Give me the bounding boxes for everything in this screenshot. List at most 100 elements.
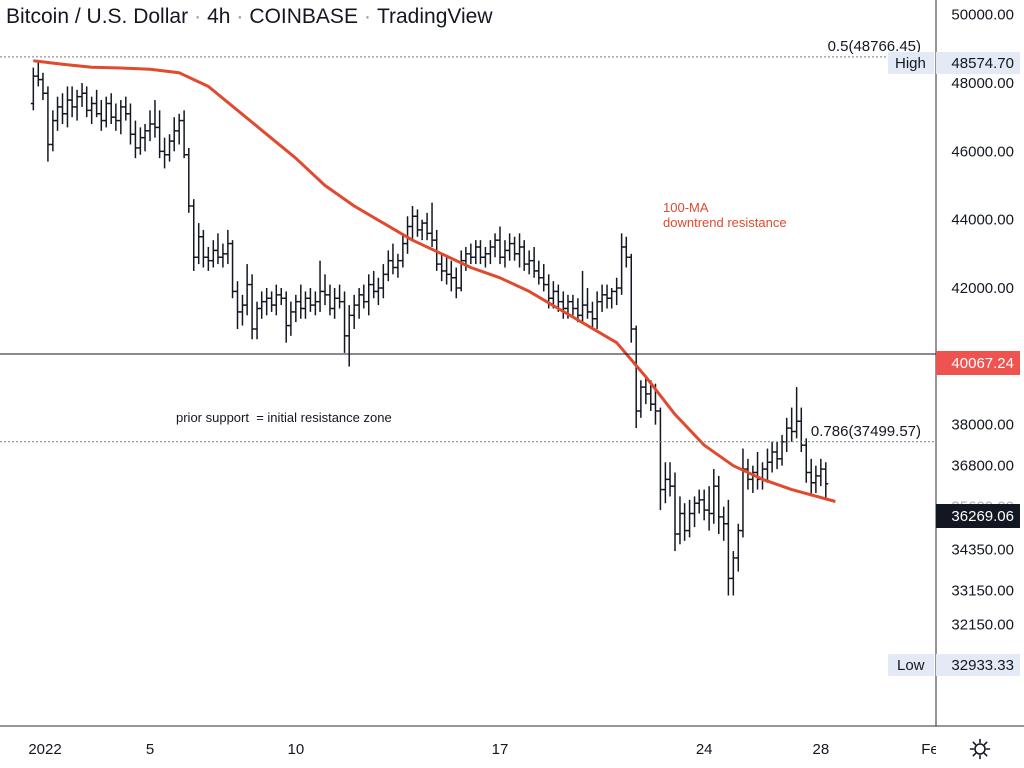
ohlc-bar (342, 291, 348, 353)
ohlc-bar (312, 291, 318, 316)
ohlc-bar (521, 240, 527, 271)
ma-price-tag-bg (936, 351, 1020, 375)
ohlc-bar (64, 86, 70, 128)
ohlc-bar (200, 229, 206, 268)
y-tick-label: 46000.00 (951, 143, 1014, 160)
ohlc-bar (730, 551, 736, 596)
ohlc-bar (774, 441, 780, 470)
low-label-bg (888, 654, 934, 676)
ohlc-bar (798, 407, 804, 452)
ohlc-bar (477, 240, 483, 265)
title-separator: · (363, 5, 371, 28)
ma-100-line (33, 59, 836, 503)
ohlc-bar (113, 103, 119, 131)
ohlc-bar (497, 226, 503, 265)
ma-annotation-line-1: 100-MA (663, 200, 709, 215)
ohlc-bar (662, 462, 668, 504)
ohlc-bar (769, 441, 775, 473)
ohlc-bar (512, 236, 518, 261)
ohlc-bar (220, 243, 226, 268)
ohlc-bar (487, 240, 493, 265)
x-tick-label: 24 (696, 741, 713, 758)
ma-price-tag: 40067.24 (951, 355, 1014, 372)
ohlc-bar (400, 233, 406, 268)
low-value: 32933.33 (951, 657, 1014, 674)
ohlc-bar (152, 100, 158, 138)
x-tick-label: 17 (492, 741, 509, 758)
ohlc-bar (337, 284, 343, 309)
y-tick-label: 33150.00 (951, 582, 1014, 599)
price-axis-labels[interactable]: 35600.0050000.0048000.0046000.0044000.00… (951, 7, 1014, 634)
interval-label[interactable]: 4h (207, 5, 231, 28)
ohlc-bar (142, 124, 148, 152)
ohlc-bar (390, 243, 396, 275)
low-value-bg (936, 654, 1020, 676)
ohlc-bar (395, 253, 401, 278)
ohlc-bar (419, 219, 425, 241)
ma-annotation-line-2: downtrend resistance (663, 215, 787, 230)
ohlc-bar (609, 288, 615, 309)
ohlc-bar (332, 288, 338, 319)
ohlc-bar (317, 260, 323, 312)
title-separator: · (194, 5, 202, 28)
ohlc-bar (414, 209, 420, 237)
ohlc-bar (35, 62, 41, 87)
ohlc-bar (205, 247, 211, 271)
low-label: Low (897, 657, 925, 674)
ohlc-bar (84, 86, 90, 118)
high-value-bg (936, 52, 1020, 74)
ohlc-bar (127, 103, 133, 145)
x-tick-label: Fe (921, 741, 939, 758)
ohlc-bar (327, 284, 333, 316)
y-tick-label: 36800.00 (951, 458, 1014, 475)
ohlc-bar (735, 523, 741, 572)
ohlc-bar (760, 462, 765, 490)
ohlc-bar (589, 301, 595, 329)
ohlc-bar (264, 288, 270, 316)
time-axis-labels[interactable]: 2022 5 10 17 24 28 Fe (28, 741, 938, 758)
symbol-name[interactable]: Bitcoin / U.S. Dollar (6, 5, 189, 28)
ohlc-bar (196, 223, 202, 265)
gear-icon[interactable] (968, 737, 992, 761)
last-price-tag: 36269.06 (951, 508, 1014, 525)
ohlc-bar (50, 110, 56, 152)
ohlc-bar (244, 264, 250, 316)
ohlc-bar (721, 506, 727, 541)
ohlc-bar (167, 134, 173, 162)
ohlc-bar (137, 127, 143, 155)
ohlc-bar (740, 448, 746, 538)
ohlc-bar (235, 281, 240, 329)
ohlc-bar (643, 376, 649, 405)
ohlc-bar (677, 496, 683, 545)
ohlc-bar (682, 503, 688, 541)
ohlc-bar (351, 294, 357, 329)
ohlc-bar (288, 301, 294, 336)
ohlc-bar (764, 448, 770, 483)
ohlc-bar (273, 284, 279, 316)
ohlc-bar (40, 72, 46, 101)
title-separator: · (236, 5, 244, 28)
ohlc-bar (225, 229, 231, 265)
ohlc-bar (575, 298, 581, 323)
ohlc-bar (482, 247, 488, 268)
ohlc-bar (162, 137, 168, 169)
ohlc-bar (570, 294, 576, 316)
ohlc-bar (633, 325, 639, 429)
ohlc-bar (366, 274, 372, 316)
x-tick-label: 5 (146, 741, 154, 758)
high-label-bg (888, 52, 934, 74)
exchange-label: COINBASE (249, 5, 358, 28)
chart-title: Bitcoin / U.S. Dollar · 4h · COINBASE · Tradin… (6, 5, 493, 29)
ohlc-bar (458, 250, 464, 292)
ohlc-bar (453, 267, 459, 299)
ohlc-bar (784, 417, 790, 452)
ohlc-bar (813, 465, 819, 493)
fib-0.786-label: 0.786(37499.57) (811, 423, 921, 440)
fib-0.5-label: 0.5(48766.45) (828, 38, 921, 55)
ohlc-bar (215, 233, 221, 265)
ohlc-bar (385, 250, 391, 282)
ohlc-bar (439, 253, 445, 282)
ohlc-bar (171, 117, 177, 152)
ohlc-bar (619, 233, 625, 295)
